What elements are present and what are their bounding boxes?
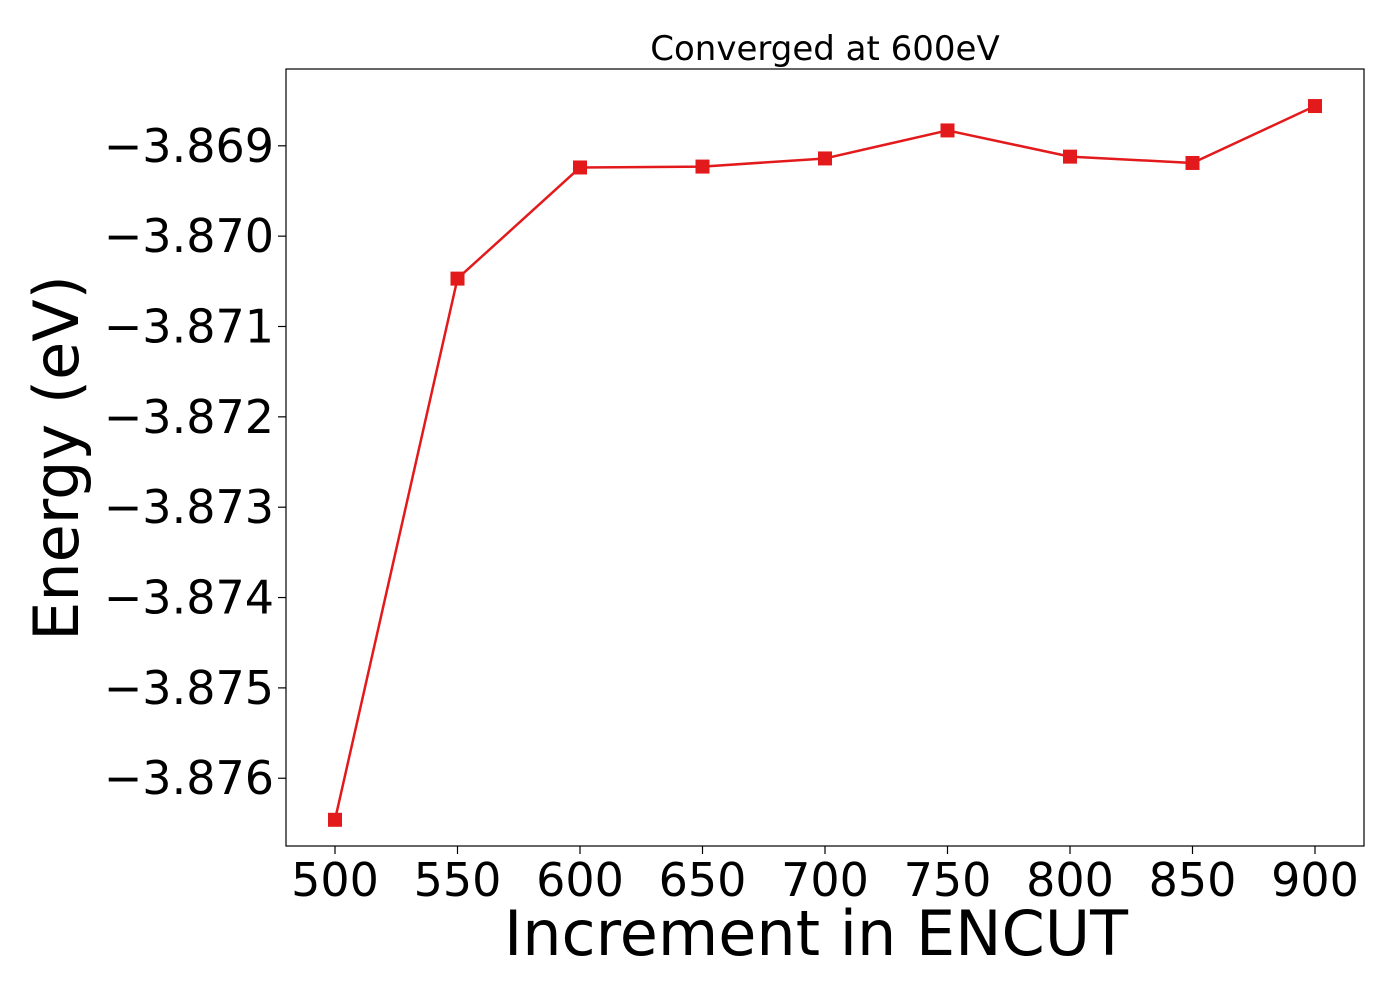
data-point-marker [1185,155,1200,170]
y-axis: −3.876 −3.875 −3.874 −3.873 −3.872 −3.871 −3.8… [104,119,286,805]
y-tick-label: −3.869 [104,119,274,173]
y-tick-label: −3.871 [104,299,274,353]
y-tick-label: −3.873 [104,480,274,534]
y-tick-label: −3.875 [104,661,274,715]
chart-title: Converged at 600eV [650,29,999,69]
x-axis-title: Increment in ENCUT [504,897,1129,970]
y-tick-label: −3.874 [104,571,274,625]
data-point-marker [573,160,587,175]
data-point-marker [1063,149,1077,164]
data-point-marker [695,159,710,174]
series-layer [328,99,1322,827]
x-tick-label: 850 [1149,853,1237,907]
x-tick-label: 600 [536,853,624,907]
x-tick-label: 750 [904,853,992,907]
data-point-marker [450,271,465,286]
x-tick-label: 500 [291,853,379,907]
data-point-marker [328,812,342,827]
data-point-marker [940,123,955,138]
x-tick-label: 650 [659,853,747,907]
x-tick-label: 550 [414,853,502,907]
x-axis: 500 550 600 650 700 750 800 850 900 [291,846,1359,907]
x-tick-label: 800 [1026,853,1114,907]
y-tick-label: −3.872 [104,390,274,444]
y-tick-label: −3.876 [104,751,274,805]
x-tick-label: 900 [1271,853,1359,907]
y-tick-label: −3.870 [104,209,274,263]
data-point-marker [818,151,832,166]
plot-area [285,68,1365,847]
data-point-marker [1308,99,1322,114]
x-tick-label: 700 [781,853,869,907]
y-axis-title: Energy (eV) [20,275,93,641]
